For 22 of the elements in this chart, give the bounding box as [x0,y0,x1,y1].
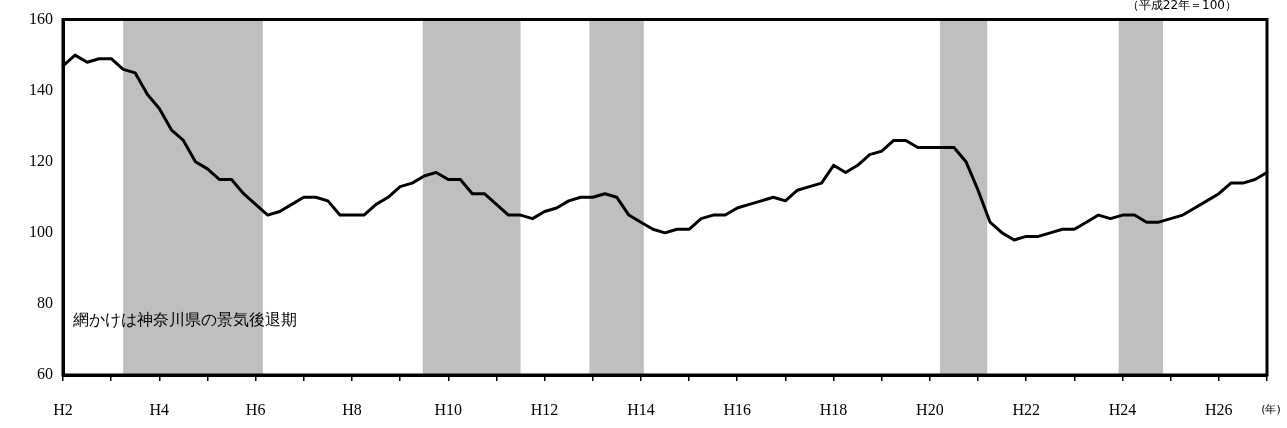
y-tick-label: 120 [29,151,53,169]
x-tick-label: H26 [1205,400,1233,418]
x-tick-label: H6 [245,400,266,418]
x-tick-label: H14 [627,400,655,418]
y-tick-label: 80 [37,294,53,312]
x-tick-label: H24 [1108,400,1137,418]
x-tick-label: H22 [1012,400,1040,418]
x-tick-label: H16 [723,400,752,418]
x-axis-title: (年) [1261,402,1281,416]
x-tick-label: H10 [434,400,463,418]
y-tick-label: 140 [29,80,53,98]
y-tick-label: 100 [29,223,53,241]
x-tick-label: H4 [149,400,170,418]
x-tick-label: H8 [342,400,362,418]
y-tick-label: 60 [37,365,53,383]
x-tick-label: H18 [819,400,848,418]
y-tick-label: 160 [29,9,53,27]
annotation: 網かけは神奈川県の景気後退期 [72,310,297,330]
x-tick-label: H12 [530,400,559,418]
x-tick-label: H20 [916,400,944,418]
x-tick-label: H2 [53,400,73,418]
chart-title: （平成22年＝100） [1126,0,1237,13]
